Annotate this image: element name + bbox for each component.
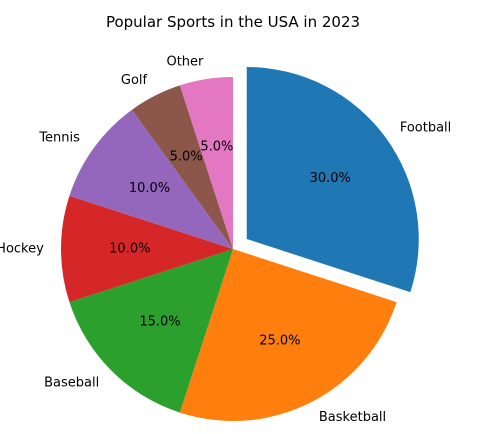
pie-slice-other (179, 77, 233, 249)
percent-label-golf: 5.0% (170, 150, 203, 165)
pie-slice-hockey (61, 195, 234, 303)
percent-labels: 30.0% 25.0% 15.0% 10.0% 10.0% 5.0%5.0% (109, 140, 351, 349)
category-label-golf: Golf (121, 73, 148, 88)
percent-label-basketball: 25.0% (259, 333, 300, 348)
pie-slice-golf (131, 85, 233, 250)
category-label-hockey: Hockey (0, 242, 44, 257)
category-labels: Football Basketball Baseball Hockey Tennis Go… (0, 55, 451, 425)
percent-label-baseball: 15.0% (139, 314, 180, 329)
percent-label-football: 30.0% (310, 171, 351, 186)
category-label-basketball: Basketball (319, 410, 386, 425)
category-label-tennis: Tennis (38, 130, 80, 145)
category-label-football: Football (400, 120, 451, 135)
percent-label-tennis: 10.0% (129, 181, 170, 196)
percent-label-other: 5.0% (200, 140, 233, 155)
pie-slice-basketball (179, 249, 397, 421)
percent-label-hockey: 10.0% (109, 242, 150, 257)
pie-slices (61, 67, 419, 421)
pie-slice-baseball (69, 249, 234, 413)
pie-slice-tennis (69, 109, 234, 249)
pie-slice-football (246, 67, 419, 293)
chart-title: Popular Sports in the USA in 2023 (106, 13, 360, 31)
category-label-baseball: Baseball (44, 375, 99, 390)
category-label-other: Other (166, 55, 204, 70)
